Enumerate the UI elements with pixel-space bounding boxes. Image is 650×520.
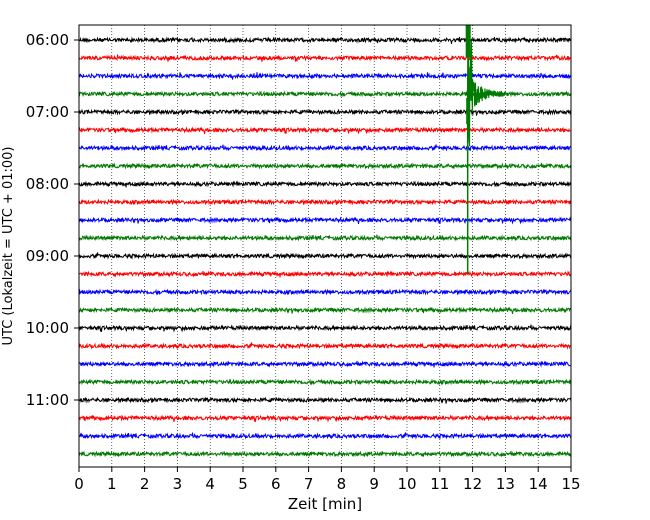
trace-row-23: [78, 450, 572, 458]
x-tick-label: 6: [271, 475, 281, 493]
x-tick-label: 15: [561, 475, 580, 493]
trace-row-15: [78, 306, 572, 314]
trace-row-6: [78, 144, 572, 152]
x-tick-label: 8: [337, 475, 347, 493]
trace-row-10: [78, 216, 572, 225]
x-tick-label: 12: [463, 475, 482, 493]
x-tick-label: 0: [74, 475, 84, 493]
trace-row-0: [78, 36, 572, 44]
trace-row-7: [78, 162, 572, 170]
trace-row-4: [78, 108, 572, 116]
x-tick-label: 9: [369, 475, 379, 493]
trace-row-22: [78, 432, 572, 440]
trace-row-5: [78, 126, 572, 135]
earthquake-signal: [465, 40, 507, 147]
x-tick-label: 7: [304, 475, 314, 493]
trace-row-13: [78, 270, 572, 278]
x-tick-label: 14: [529, 475, 548, 493]
trace-row-8: [78, 180, 572, 188]
seismic-traces: [78, 25, 572, 458]
x-tick-label: 2: [140, 475, 150, 493]
x-tick-label: 13: [496, 475, 515, 493]
trace-row-1: [78, 54, 572, 62]
trace-row-21: [78, 414, 572, 423]
trace-row-12: [78, 252, 572, 260]
y-tick-label: 10:00: [26, 319, 69, 337]
trace-row-20: [78, 396, 572, 404]
x-tick-label: 5: [238, 475, 248, 493]
x-axis-label: Zeit [min]: [288, 495, 362, 513]
y-tick-label: 08:00: [26, 175, 69, 193]
x-tick-label: 3: [173, 475, 183, 493]
x-tick-label: 10: [397, 475, 416, 493]
trace-row-19: [78, 378, 572, 386]
trace-row-9: [78, 198, 572, 206]
x-tick-label: 11: [430, 475, 449, 493]
trace-row-2: [78, 72, 572, 80]
y-tick-label: 11:00: [26, 391, 69, 409]
trace-row-14: [78, 288, 572, 296]
y-axis-ticks: 06:00 07:00 08:00 09:00 10:00 11:00: [26, 31, 79, 409]
y-tick-label: 09:00: [26, 247, 69, 265]
earthquake-clip-top: [465, 25, 471, 57]
trace-row-18: [78, 360, 572, 368]
trace-row-16: [78, 324, 572, 333]
y-axis-label: UTC (Lokalzeit = UTC + 01:00): [1, 147, 16, 346]
x-axis-ticks: 0 1 2 3 4 5 6 7 8 9 10 11 12 13 14 15: [74, 467, 581, 493]
y-tick-label: 06:00: [26, 31, 69, 49]
trace-row-17: [78, 342, 572, 350]
x-tick-label: 4: [205, 475, 215, 493]
x-tick-label: 1: [107, 475, 117, 493]
plot-frame: [78, 24, 572, 468]
y-tick-label: 07:00: [26, 103, 69, 121]
trace-row-11: [78, 234, 572, 242]
